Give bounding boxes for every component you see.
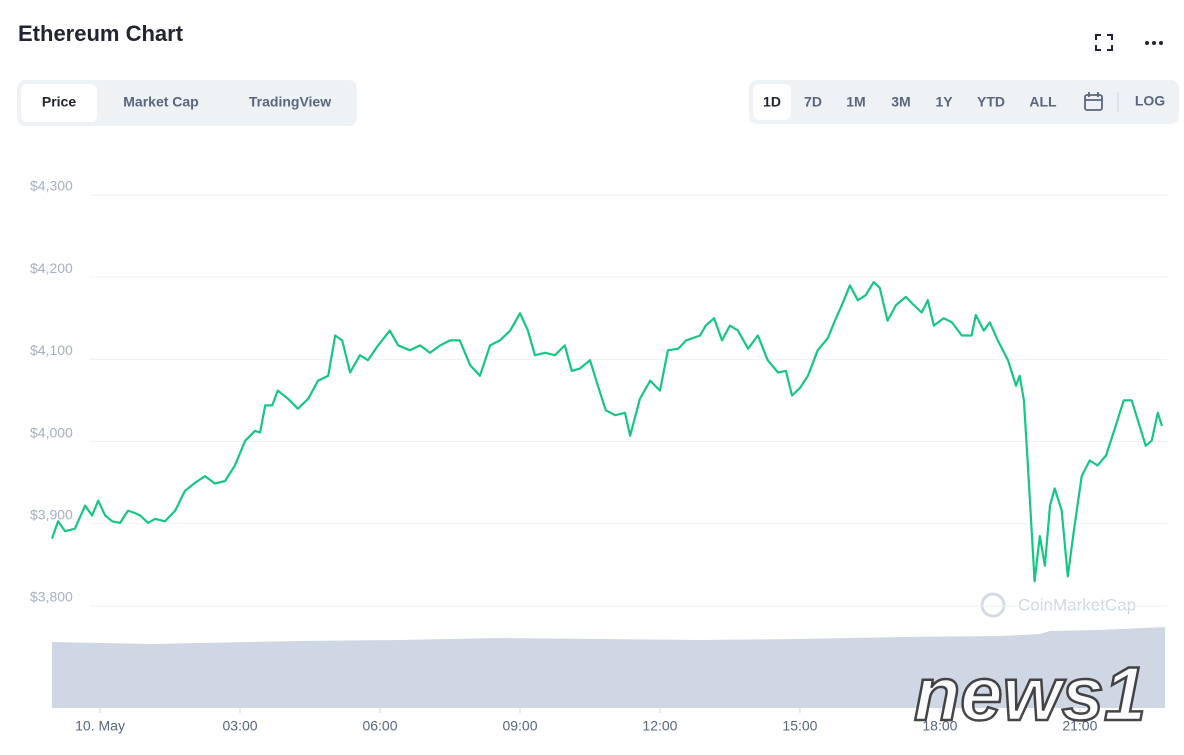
x-tick-label: 06:00 xyxy=(362,718,397,734)
price-line xyxy=(50,281,1164,583)
page-title: Ethereum Chart xyxy=(18,21,184,46)
tab-selected xyxy=(21,84,97,122)
news-watermark: news1 xyxy=(914,652,1146,737)
more-icon[interactable] xyxy=(1145,41,1163,45)
range-group xyxy=(749,80,1179,124)
volume-area xyxy=(52,627,1165,708)
x-tick-label: 09:00 xyxy=(502,718,537,734)
range-button[interactable]: 1Y xyxy=(935,94,953,110)
x-tick-label: 15:00 xyxy=(782,718,817,734)
range-button[interactable]: ALL xyxy=(1029,94,1057,110)
expand-icon[interactable] xyxy=(1095,34,1113,51)
range-selected xyxy=(753,84,791,120)
log-button[interactable]: LOG xyxy=(1135,93,1165,109)
y-tick-label: $4,100 xyxy=(30,342,73,358)
tab[interactable]: TradingView xyxy=(249,94,331,110)
tab-group xyxy=(17,80,357,126)
range-button[interactable]: 3M xyxy=(891,94,910,110)
cmc-watermark: CoinMarketCap xyxy=(980,592,1136,618)
x-tick-label: 03:00 xyxy=(223,718,258,734)
x-tick-label: 10. May xyxy=(75,718,125,734)
y-tick-label: $3,900 xyxy=(30,506,73,522)
x-tick-label: 21:00 xyxy=(1062,718,1097,734)
y-tick-label: $4,300 xyxy=(30,178,73,194)
x-tick-label: 18:00 xyxy=(922,718,957,734)
plot: $3,800 $3,900 $4,000 $4,100 $4,200 $4,300 10. … xyxy=(30,178,1167,734)
y-tick-label: $4,000 xyxy=(30,424,73,440)
range-button[interactable]: 7D xyxy=(804,94,822,110)
tab[interactable]: Price xyxy=(42,94,76,110)
range-button[interactable]: 1D xyxy=(763,94,781,110)
tab[interactable]: Market Cap xyxy=(123,94,198,110)
watermark-text: CoinMarketCap xyxy=(1018,595,1136,614)
y-tick-label: $3,800 xyxy=(30,589,73,605)
y-tick-label: $4,200 xyxy=(30,260,73,276)
range-button[interactable]: 1M xyxy=(846,94,865,110)
range-button[interactable]: YTD xyxy=(977,94,1005,110)
calendar-icon[interactable] xyxy=(1084,92,1103,111)
x-tick-label: 12:00 xyxy=(642,718,677,734)
